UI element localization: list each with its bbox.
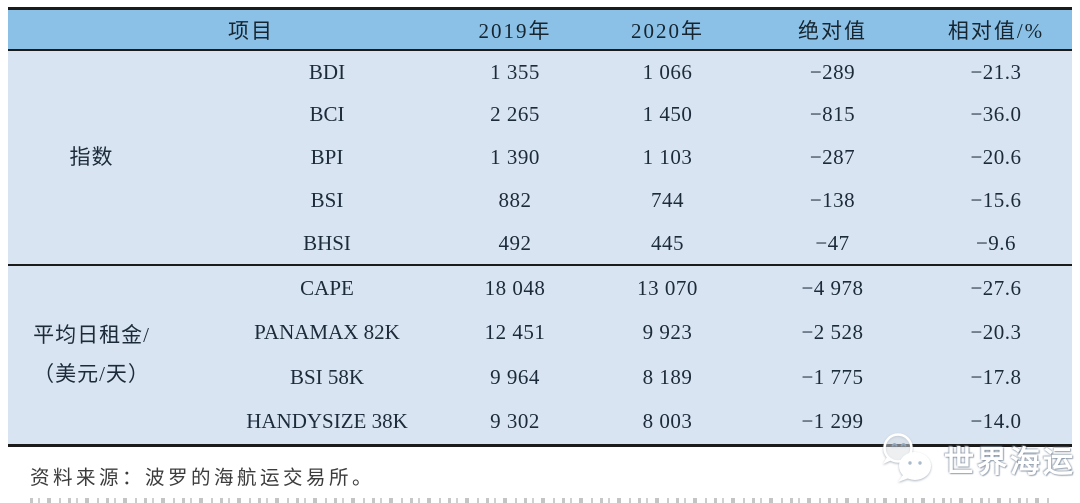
cell-absolute: −815 — [745, 93, 920, 136]
cell-item: BSI — [175, 179, 440, 222]
group-label-index: 指数 — [8, 50, 175, 265]
cell-absolute: −2 528 — [745, 310, 920, 355]
column-header-2019: 2019年 — [440, 8, 590, 51]
cell-absolute: −289 — [745, 50, 920, 93]
cell-relative: −9.6 — [920, 222, 1072, 265]
cell-item: HANDYSIZE 38K — [175, 400, 440, 445]
column-header-relative: 相对值/% — [920, 8, 1072, 51]
cell-item: BHSI — [175, 222, 440, 265]
cell-2020: 1 103 — [590, 136, 745, 179]
cell-2020: 8 003 — [590, 400, 745, 445]
cell-2019: 882 — [440, 179, 590, 222]
cell-item: BCI — [175, 93, 440, 136]
cell-2019: 9 964 — [440, 355, 590, 400]
watermark: 世界海运 — [876, 433, 1076, 485]
table-row: 指数 BDI 1 355 1 066 −289 −21.3 — [8, 50, 1072, 265]
cell-relative: −20.6 — [920, 136, 1072, 179]
group-label-line1: 平均日租金/ — [33, 322, 150, 347]
cell-item: BDI — [175, 50, 440, 93]
table-row: BCI 2 265 1 450 −815 −36.0 — [8, 93, 1072, 136]
cell-2019: 9 302 — [440, 400, 590, 445]
cell-2019: 1 390 — [440, 136, 590, 179]
cell-relative: −21.3 — [920, 50, 1072, 93]
cell-relative: −27.6 — [920, 264, 1072, 310]
cell-absolute: −138 — [745, 179, 920, 222]
table-row: BHSI 492 445 −47 −9.6 — [8, 222, 1072, 265]
cell-2020: 445 — [590, 222, 745, 265]
cell-2019: 492 — [440, 222, 590, 265]
cell-item: BPI — [175, 136, 440, 179]
source-note: 资料来源：波罗的海航运交易所。 — [30, 468, 376, 489]
watermark-text: 世界海运 — [944, 446, 1076, 479]
table-row: HANDYSIZE 38K 9 302 8 003 −1 299 −14.0 — [8, 400, 1072, 445]
column-header-item: 项目 — [8, 8, 440, 51]
cell-2020: 744 — [590, 179, 745, 222]
cell-2020: 1 450 — [590, 93, 745, 136]
cell-relative: −14.0 — [920, 400, 1072, 445]
table-row: BSI 58K 9 964 8 189 −1 775 −17.8 — [8, 355, 1072, 400]
group-label-line2: （美元/天） — [33, 361, 150, 386]
cell-absolute: −287 — [745, 136, 920, 179]
cell-2020: 8 189 — [590, 355, 745, 400]
shipping-index-table: 项目 2019年 2020年 绝对值 相对值/% 指数 BDI 1 355 1 … — [8, 7, 1072, 447]
cell-2019: 18 048 — [440, 264, 590, 310]
table-row: PANAMAX 82K 12 451 9 923 −2 528 −20.3 — [8, 310, 1072, 355]
cell-2019: 1 355 — [440, 50, 590, 93]
cell-absolute: −47 — [745, 222, 920, 265]
column-header-absolute: 绝对值 — [745, 8, 920, 51]
table-header-row: 项目 2019年 2020年 绝对值 相对值/% — [8, 8, 1072, 51]
cell-item: BSI 58K — [175, 355, 440, 400]
cell-item: PANAMAX 82K — [175, 310, 440, 355]
cell-relative: −17.8 — [920, 355, 1072, 400]
clipped-text-line — [30, 498, 1056, 503]
cell-2019: 12 451 — [440, 310, 590, 355]
cell-relative: −36.0 — [920, 93, 1072, 136]
table-row: 平均日租金/ （美元/天） CAPE 18 048 13 070 −4 978 … — [8, 264, 1072, 445]
cell-relative: −15.6 — [920, 179, 1072, 222]
cell-absolute: −4 978 — [745, 264, 920, 310]
cell-2020: 9 923 — [590, 310, 745, 355]
group-label-daily-hire: 平均日租金/ （美元/天） — [8, 264, 175, 445]
cell-2020: 13 070 — [590, 264, 745, 310]
cell-item: CAPE — [175, 264, 440, 310]
table-row: BPI 1 390 1 103 −287 −20.6 — [8, 136, 1072, 179]
cell-absolute: −1 775 — [745, 355, 920, 400]
column-header-2020: 2020年 — [590, 8, 745, 51]
wechat-chat-bubbles-icon — [883, 433, 931, 482]
table-row: BSI 882 744 −138 −15.6 — [8, 179, 1072, 222]
cell-relative: −20.3 — [920, 310, 1072, 355]
cell-2020: 1 066 — [590, 50, 745, 93]
cell-2019: 2 265 — [440, 93, 590, 136]
